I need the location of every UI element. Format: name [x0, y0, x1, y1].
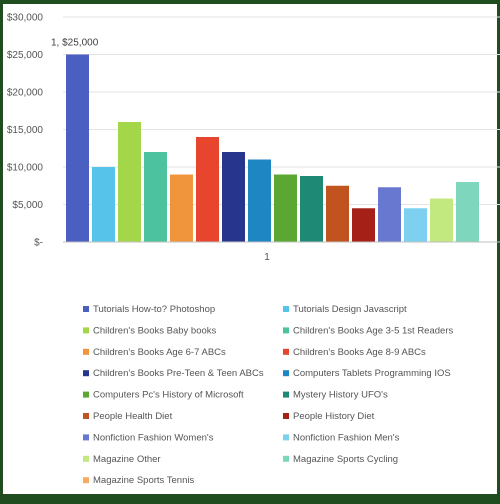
bar-chart: $- $5,000 $10,000 $15,000 $20,000 $25,000 $30,… — [7, 13, 500, 486]
legend-label: Mystery History UFO's — [293, 390, 388, 401]
legend-label: Nonfiction Fashion Women's — [93, 432, 214, 443]
y-tick-label: $25,000 — [7, 50, 44, 61]
legend-swatch — [83, 306, 89, 312]
legend-swatch — [83, 455, 89, 462]
bar — [170, 174, 193, 242]
bar — [430, 198, 453, 242]
legend-swatch — [83, 434, 89, 441]
bar — [352, 208, 375, 242]
legend-label: Children's Books Age 3-5 1st Readers — [293, 325, 453, 336]
legend-swatch — [83, 327, 89, 334]
y-tick-label: $- — [34, 238, 43, 249]
bar — [222, 152, 245, 242]
bar — [248, 159, 271, 242]
legend-label: Computers Tablets Programming IOS — [293, 368, 451, 379]
legend-swatch — [283, 413, 289, 419]
y-tick-label: $10,000 — [7, 163, 44, 174]
legend-label: Magazine Sports Cycling — [293, 454, 398, 465]
legend: Tutorials How-to? Photoshop Tutorials Des… — [83, 304, 453, 486]
y-tick-label: $5,000 — [12, 200, 43, 211]
legend-swatch — [283, 455, 289, 462]
legend-swatch — [283, 327, 289, 334]
legend-swatch — [283, 370, 289, 377]
bar — [66, 54, 89, 242]
legend-swatch — [83, 477, 89, 484]
legend-label: Tutorials How-to? Photoshop — [93, 304, 215, 315]
legend-label: Children's Books Pre-Teen & Teen ABCs — [93, 368, 264, 379]
bar — [196, 137, 219, 242]
legend-label: Nonfiction Fashion Men's — [293, 432, 400, 443]
legend-label: Computers Pc's History of Microsoft — [93, 390, 244, 401]
y-axis-ticks: $- $5,000 $10,000 $15,000 $20,000 $25,000 $30,… — [7, 13, 44, 249]
bar — [144, 152, 167, 242]
legend-label: Magazine Other — [93, 454, 161, 465]
legend-swatch — [83, 348, 89, 355]
legend-swatch — [83, 413, 89, 419]
legend-swatch — [83, 370, 89, 377]
legend-label: Children's Books Age 6-7 ABCs — [93, 347, 226, 358]
legend-label: Magazine Sports Tennis — [93, 475, 194, 486]
bar — [456, 182, 479, 242]
legend-label: People History Diet — [293, 411, 375, 422]
legend-label: Tutorials Design Javascript — [293, 304, 407, 315]
y-tick-label: $30,000 — [7, 13, 44, 24]
x-tick-label: 1 — [264, 252, 270, 263]
legend-label: Children's Books Age 8-9 ABCs — [293, 347, 426, 358]
legend-swatch — [283, 391, 289, 398]
legend-swatch — [283, 434, 289, 441]
bar — [300, 176, 323, 242]
bar — [378, 187, 401, 242]
legend-swatch — [83, 391, 89, 398]
bar — [274, 174, 297, 242]
legend-swatch — [283, 306, 289, 312]
bars — [66, 54, 479, 242]
legend-label: People Health Diet — [93, 411, 173, 422]
bar — [118, 122, 141, 242]
legend-swatch — [283, 348, 289, 355]
y-tick-label: $20,000 — [7, 88, 44, 99]
data-label: 1, $25,000 — [51, 38, 99, 49]
bar — [92, 167, 115, 242]
y-tick-label: $15,000 — [7, 125, 44, 136]
legend-label: Children's Books Baby books — [93, 325, 217, 336]
bar — [404, 208, 427, 242]
bar — [326, 185, 349, 242]
